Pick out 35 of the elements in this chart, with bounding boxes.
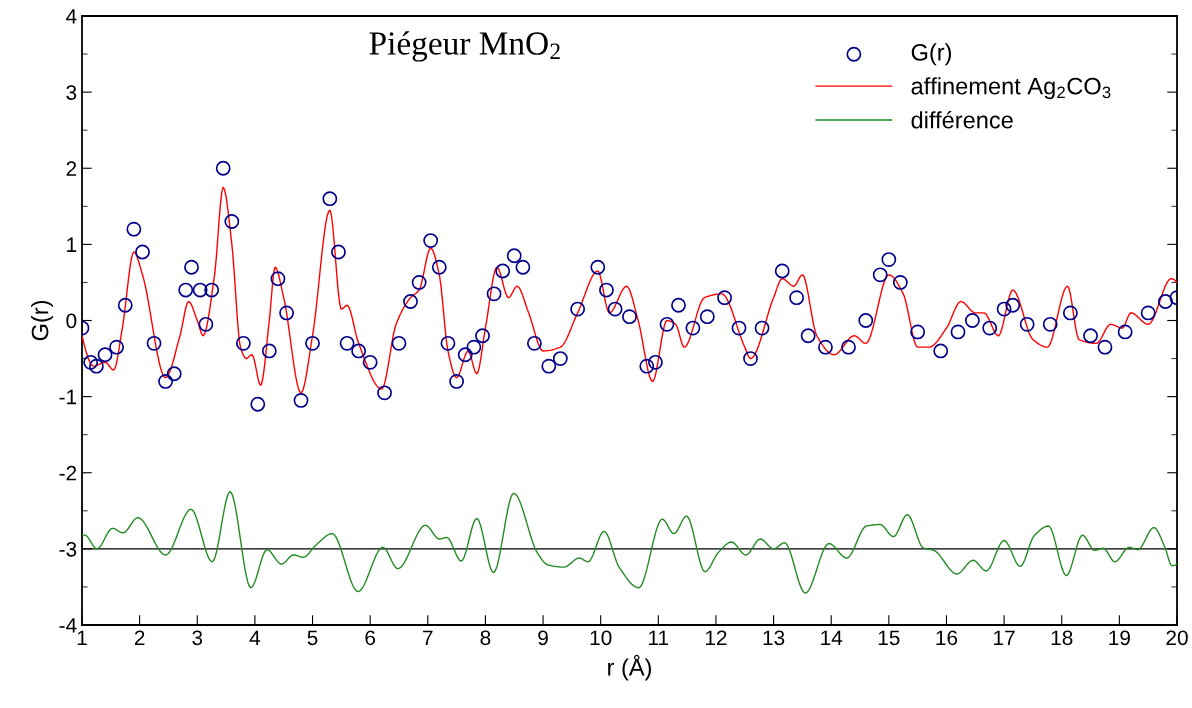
x-tick-label: 15: [878, 630, 900, 646]
x-axis-title: r (Å): [608, 654, 651, 681]
x-tick-label: 8: [480, 630, 491, 646]
x-tick-label: 16: [936, 630, 958, 646]
x-tick-label: 20: [1166, 630, 1188, 646]
x-tick-label: 10: [590, 630, 612, 646]
x-tick-label: 7: [423, 630, 433, 645]
y-tick-label: -2: [59, 465, 77, 481]
y-tick-label: 4: [66, 9, 77, 24]
y-tick-label: 3: [66, 85, 77, 100]
y-tick-label: -1: [59, 389, 77, 405]
y-tick-label: -4: [59, 618, 77, 633]
x-tick-label: 19: [1109, 630, 1130, 646]
x-tick-label: 6: [365, 630, 376, 646]
x-tick-label: 3: [192, 630, 203, 646]
x-tick-label: 13: [763, 630, 785, 646]
y-tick-label: 1: [67, 237, 77, 252]
legend-label: affinement Ag$_{2}$CO$_{3}$: [911, 77, 1111, 100]
x-tick-label: 9: [538, 630, 548, 646]
x-tick-label: 5: [307, 630, 318, 646]
legend-label: différence: [911, 110, 1013, 129]
x-tick-label: 1: [77, 630, 87, 645]
x-tick-label: 11: [649, 630, 669, 645]
x-tick-label: 18: [1051, 630, 1073, 646]
y-axis-title: G(r): [31, 300, 54, 341]
x-tick-label: 14: [821, 630, 843, 645]
chart-title: Piégeur MnO$_{2}$: [369, 31, 560, 62]
x-tick-label: 2: [134, 630, 145, 645]
y-tick-label: 2: [66, 161, 77, 176]
x-tick-label: 4: [249, 630, 261, 645]
x-tick-label: 12: [705, 630, 727, 645]
y-tick-label: -3: [59, 541, 77, 557]
x-tick-label: 17: [994, 630, 1015, 645]
y-tick-label: 0: [66, 313, 77, 329]
legend-label: G(r): [911, 43, 952, 66]
